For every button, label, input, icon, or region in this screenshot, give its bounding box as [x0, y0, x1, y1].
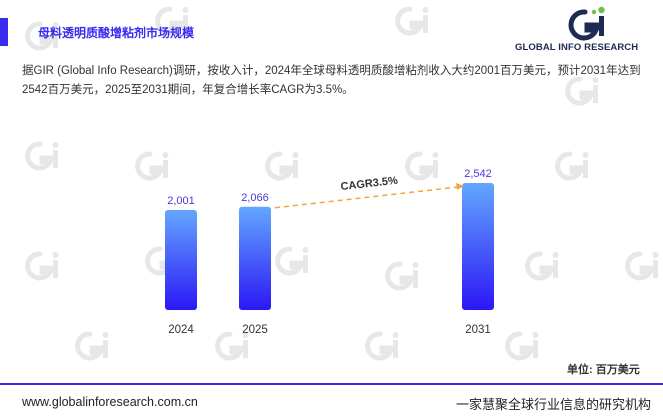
bar-2031 [462, 183, 494, 310]
page-title: 母料透明质酸增粘剂市场规模 [38, 25, 195, 40]
value-label-2024: 2,001 [167, 195, 195, 207]
gi-watermark-icon [390, 5, 434, 45]
category-label-2031: 2031 [465, 324, 491, 336]
footer-website-link[interactable]: www.globalinforesearch.com.cn [22, 395, 198, 409]
unit-label: 单位: 百万美元 [567, 364, 640, 376]
title-bar: 母料透明质酸增粘剂市场规模 [0, 18, 194, 46]
value-label-2025: 2,066 [241, 192, 269, 204]
market-size-chart: 2,001 2024 2,066 2025 2,542 2031 CAGR3.5% [165, 168, 494, 336]
bar-2024 [165, 210, 197, 310]
category-label-2024: 2024 [168, 324, 194, 336]
value-label-2031: 2,542 [464, 168, 492, 180]
logo: GLOBAL INFO RESEARCH [515, 6, 655, 54]
cagr-annotation: CAGR3.5% [340, 175, 399, 194]
category-label-2025: 2025 [242, 324, 268, 336]
gi-logo-icon [568, 6, 605, 41]
logo-text: GLOBAL INFO RESEARCH [515, 42, 639, 53]
cagr-trend-line [274, 186, 459, 209]
bar-2025 [239, 206, 271, 310]
title-accent-bar [0, 18, 8, 46]
summary-text: 据GIR (Global Info Research)调研，按收入计，2024年… [22, 65, 641, 96]
footer-slogan: 一家慧聚全球行业信息的研究机构 [455, 397, 651, 412]
cagr-trend-arrow [456, 183, 464, 190]
footer-divider [0, 383, 663, 385]
